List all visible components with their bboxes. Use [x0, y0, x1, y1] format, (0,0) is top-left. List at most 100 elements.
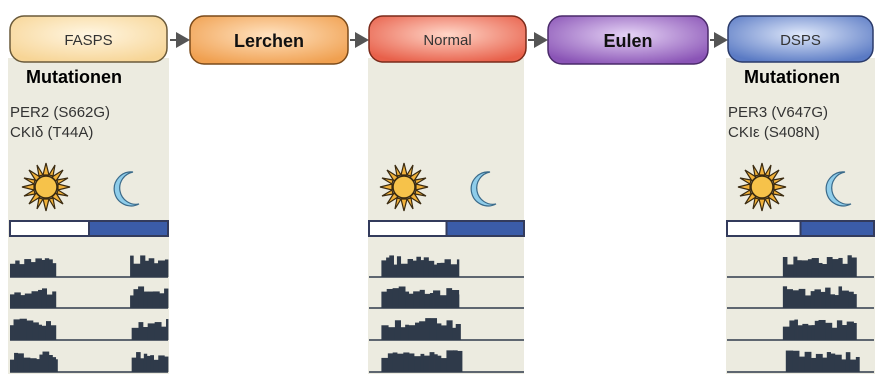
light-dark-bar-normal — [368, 220, 525, 237]
activity-bout — [440, 262, 445, 277]
activity-bout — [140, 358, 145, 372]
activity-bout — [142, 327, 149, 340]
activity-bout — [381, 357, 389, 372]
activity-bout — [42, 351, 50, 372]
activity-bout — [429, 318, 438, 340]
activity-bout — [403, 352, 410, 372]
activity-bout — [24, 259, 32, 277]
activity-bout — [32, 322, 39, 340]
stage-label-lerchen: Lerchen — [234, 31, 304, 51]
activity-bout — [811, 325, 816, 340]
activity-bout — [46, 294, 53, 308]
activity-bout — [38, 289, 43, 308]
activity-bout — [29, 358, 37, 372]
activity-bout — [842, 263, 848, 277]
activity-bout — [386, 257, 390, 277]
activity-bout — [838, 257, 843, 277]
activity-bout — [782, 256, 788, 277]
activity-bout — [841, 325, 848, 340]
activity-bout — [396, 256, 402, 277]
activity-bout — [804, 351, 812, 372]
dark-phase — [88, 220, 169, 237]
activity-bout — [24, 293, 32, 308]
activity-bout — [50, 325, 57, 340]
stage-label-dsps: DSPS — [780, 32, 821, 49]
mutation-line-ckid: CKIδ (T44A) — [10, 124, 93, 141]
activity-bout — [407, 258, 414, 277]
activity-bout — [822, 357, 828, 372]
activity-bout — [801, 260, 809, 277]
activity-bout — [164, 356, 169, 372]
activity-bout — [19, 318, 27, 340]
activity-bout — [133, 263, 141, 277]
activity-bout — [782, 326, 790, 340]
mutation-line-ckie: CKIε (S408N) — [728, 124, 820, 141]
light-dark-bar-dsps — [726, 220, 875, 237]
activity-bout — [30, 262, 36, 277]
stage-box-normal — [368, 15, 527, 63]
activity-bout — [405, 324, 409, 340]
activity-bout — [446, 320, 453, 340]
light-dark-bar-fasps — [9, 220, 169, 237]
activity-bout — [388, 327, 396, 340]
stage-box-fasps — [9, 15, 168, 63]
activity-bout — [457, 350, 463, 372]
activity-bout — [158, 355, 165, 372]
activity-bout — [48, 259, 53, 277]
activity-bout — [825, 287, 831, 308]
activity-bout — [786, 289, 793, 308]
activity-bout — [453, 350, 458, 372]
activity-bout — [148, 258, 155, 277]
activity-bout — [400, 327, 406, 340]
activity-bout — [830, 294, 836, 308]
activity-bout — [793, 256, 798, 277]
activity-bout — [826, 257, 833, 277]
activity-bout — [818, 319, 826, 340]
activity-bout — [433, 264, 438, 277]
activity-bout — [381, 325, 389, 340]
activity-bout — [389, 255, 394, 277]
activity-bout — [810, 291, 815, 308]
activity-bout — [797, 325, 803, 340]
activity-bout — [811, 357, 817, 372]
activity-bout — [782, 286, 788, 308]
activity-bout — [392, 352, 398, 372]
activity-bout — [10, 294, 15, 308]
activity-bout — [798, 288, 806, 308]
activity-bout — [146, 355, 151, 372]
activity-bout — [408, 353, 415, 372]
activity-bout — [52, 263, 57, 277]
activity-bout — [822, 264, 828, 277]
activity-bout — [458, 294, 460, 308]
activity-bout — [785, 350, 794, 372]
activity-bout — [164, 288, 169, 308]
activity-bout — [423, 355, 430, 372]
activity-bout — [419, 289, 425, 308]
panel-background-normal — [368, 58, 524, 374]
stage-box-eulen — [547, 15, 709, 65]
activity-bout — [818, 262, 823, 277]
activity-bout — [820, 291, 826, 308]
activity-bout — [164, 259, 169, 277]
activity-bout — [841, 290, 849, 308]
activity-bout — [807, 325, 813, 340]
activity-bout — [143, 291, 149, 308]
activity-bout — [166, 319, 169, 340]
activity-bout — [804, 295, 812, 308]
activity-bout — [455, 323, 461, 340]
panel-heading-dsps: Mutationen — [744, 67, 840, 87]
activity-bout — [811, 258, 819, 277]
actogram-dsps — [727, 255, 874, 373]
activity-bout — [452, 327, 457, 340]
activity-bout — [423, 257, 429, 277]
dark-phase — [445, 220, 525, 237]
panel-background-fasps — [8, 58, 169, 374]
activity-bout — [14, 352, 19, 372]
activity-bout — [44, 258, 50, 277]
activity-bout — [15, 260, 20, 277]
activity-bout — [794, 319, 798, 340]
activity-bout — [434, 354, 438, 372]
activity-bout — [446, 350, 454, 372]
activity-bout — [408, 325, 416, 340]
activity-bout — [133, 289, 139, 308]
